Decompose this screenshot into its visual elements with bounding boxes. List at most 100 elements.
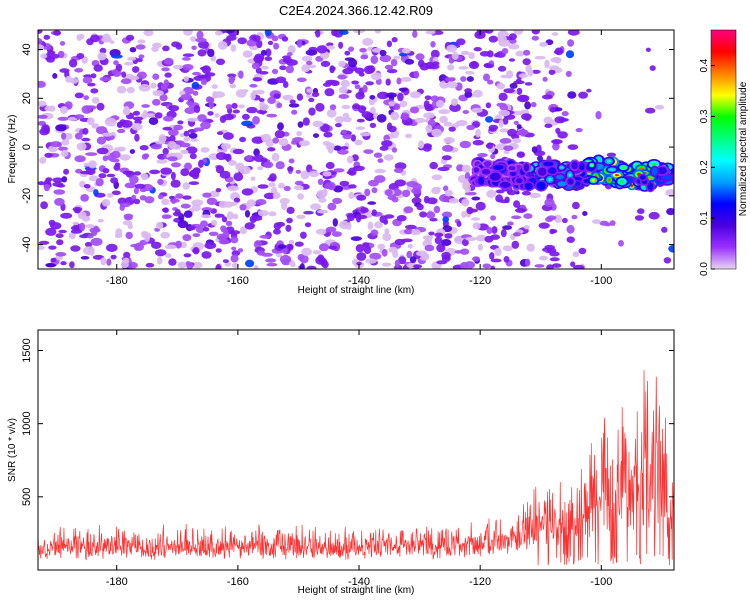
- noise-blob: [475, 234, 487, 242]
- noise-blob: [348, 58, 358, 68]
- signal-core: [591, 179, 596, 182]
- noise-blob: [326, 109, 337, 118]
- noise-blob: [219, 170, 231, 179]
- noise-blob: [498, 65, 507, 72]
- noise-blob: [85, 152, 98, 157]
- noise-blob: [296, 93, 304, 101]
- noise-blob: [515, 78, 522, 85]
- noise-blob: [486, 226, 493, 235]
- noise-blob: [239, 204, 247, 211]
- noise-blob: [297, 193, 304, 200]
- noise-blob: [317, 209, 329, 214]
- noise-blob: [374, 30, 382, 34]
- signal-core: [642, 185, 646, 189]
- noise-blob: [570, 261, 576, 268]
- noise-blob: [418, 140, 425, 149]
- noise-blob: [116, 85, 127, 94]
- noise-blob: [459, 140, 471, 149]
- noise-blob: [265, 258, 277, 263]
- spectrogram-y-tick-label: 20: [21, 92, 33, 104]
- noise-blob: [97, 52, 107, 61]
- noise-blob: [355, 126, 366, 130]
- noise-blob: [460, 262, 469, 269]
- noise-blob: [302, 117, 310, 126]
- noise-blob: [275, 161, 285, 170]
- noise-blob: [182, 63, 194, 71]
- noise-blob: [287, 244, 294, 251]
- noise-blob: [486, 189, 497, 198]
- noise-blob: [365, 258, 377, 264]
- noise-blob: [315, 102, 325, 112]
- noise-blob: [582, 211, 588, 216]
- noise-blob: [144, 196, 155, 204]
- noise-blob: [348, 46, 355, 52]
- noise-blob: [321, 260, 329, 269]
- noise-blob: [266, 113, 278, 118]
- noise-blob: [221, 216, 228, 223]
- noise-blob: [271, 68, 279, 75]
- noise-blob: [129, 175, 139, 184]
- noise-blob: [200, 220, 208, 228]
- noise-blob: [111, 69, 119, 75]
- noise-blob: [661, 226, 668, 233]
- noise-blob: [87, 82, 96, 87]
- noise-blob: [379, 49, 387, 57]
- noise-blob: [429, 217, 438, 222]
- noise-blob: [645, 107, 656, 114]
- noise-blob: [368, 179, 379, 187]
- noise-blob: [287, 166, 294, 172]
- noise-blob: [472, 89, 483, 98]
- noise-blob: [257, 184, 269, 189]
- noise-blob: [516, 151, 526, 158]
- noise-blob: [342, 112, 350, 120]
- noise-blob: [170, 179, 181, 188]
- noise-blob: [431, 174, 443, 181]
- noise-blob: [231, 262, 239, 269]
- noise-blob: [144, 234, 150, 243]
- noise-blob: [369, 252, 382, 260]
- noise-blob: [249, 83, 258, 88]
- noise-blob: [182, 195, 192, 200]
- noise-blob: [324, 182, 334, 190]
- noise-blob: [60, 106, 68, 114]
- noise-blob: [142, 110, 148, 119]
- noise-blob: [296, 214, 306, 220]
- noise-blob: [63, 168, 70, 175]
- noise-blob: [499, 128, 510, 133]
- noise-blob: [79, 222, 86, 232]
- noise-blob: [101, 132, 114, 137]
- noise-blob: [192, 71, 201, 76]
- noise-blob: [398, 52, 408, 57]
- noise-blob: [530, 101, 537, 108]
- noise-blob: [115, 63, 123, 72]
- noise-blob: [370, 55, 379, 64]
- noise-blob: [74, 155, 86, 163]
- noise-blob: [152, 98, 161, 106]
- noise-blob: [441, 254, 451, 262]
- noise-blob: [173, 64, 183, 70]
- noise-blob: [251, 136, 264, 144]
- noise-blob: [551, 32, 559, 36]
- noise-blob: [369, 95, 376, 100]
- noise-blob: [279, 254, 292, 264]
- noise-blob: [482, 263, 492, 269]
- noise-blob: [435, 187, 441, 192]
- noise-blob: [162, 147, 169, 155]
- noise-blob: [465, 236, 477, 241]
- noise-blob: [184, 107, 196, 114]
- noise-blob: [367, 221, 374, 230]
- noise-blob: [513, 200, 521, 208]
- noise-blob: [169, 135, 176, 142]
- noise-blob: [232, 148, 245, 155]
- signal-blob: [579, 162, 585, 171]
- noise-blob: [183, 86, 194, 95]
- noise-blob: [197, 49, 207, 57]
- noise-blob: [222, 132, 234, 140]
- noise-blob: [573, 264, 585, 269]
- noise-blob: [399, 100, 408, 108]
- noise-blob: [470, 217, 481, 221]
- noise-blob: [121, 71, 127, 78]
- noise-blob: [371, 47, 383, 53]
- noise-blob: [502, 225, 513, 230]
- noise-blob: [472, 256, 480, 262]
